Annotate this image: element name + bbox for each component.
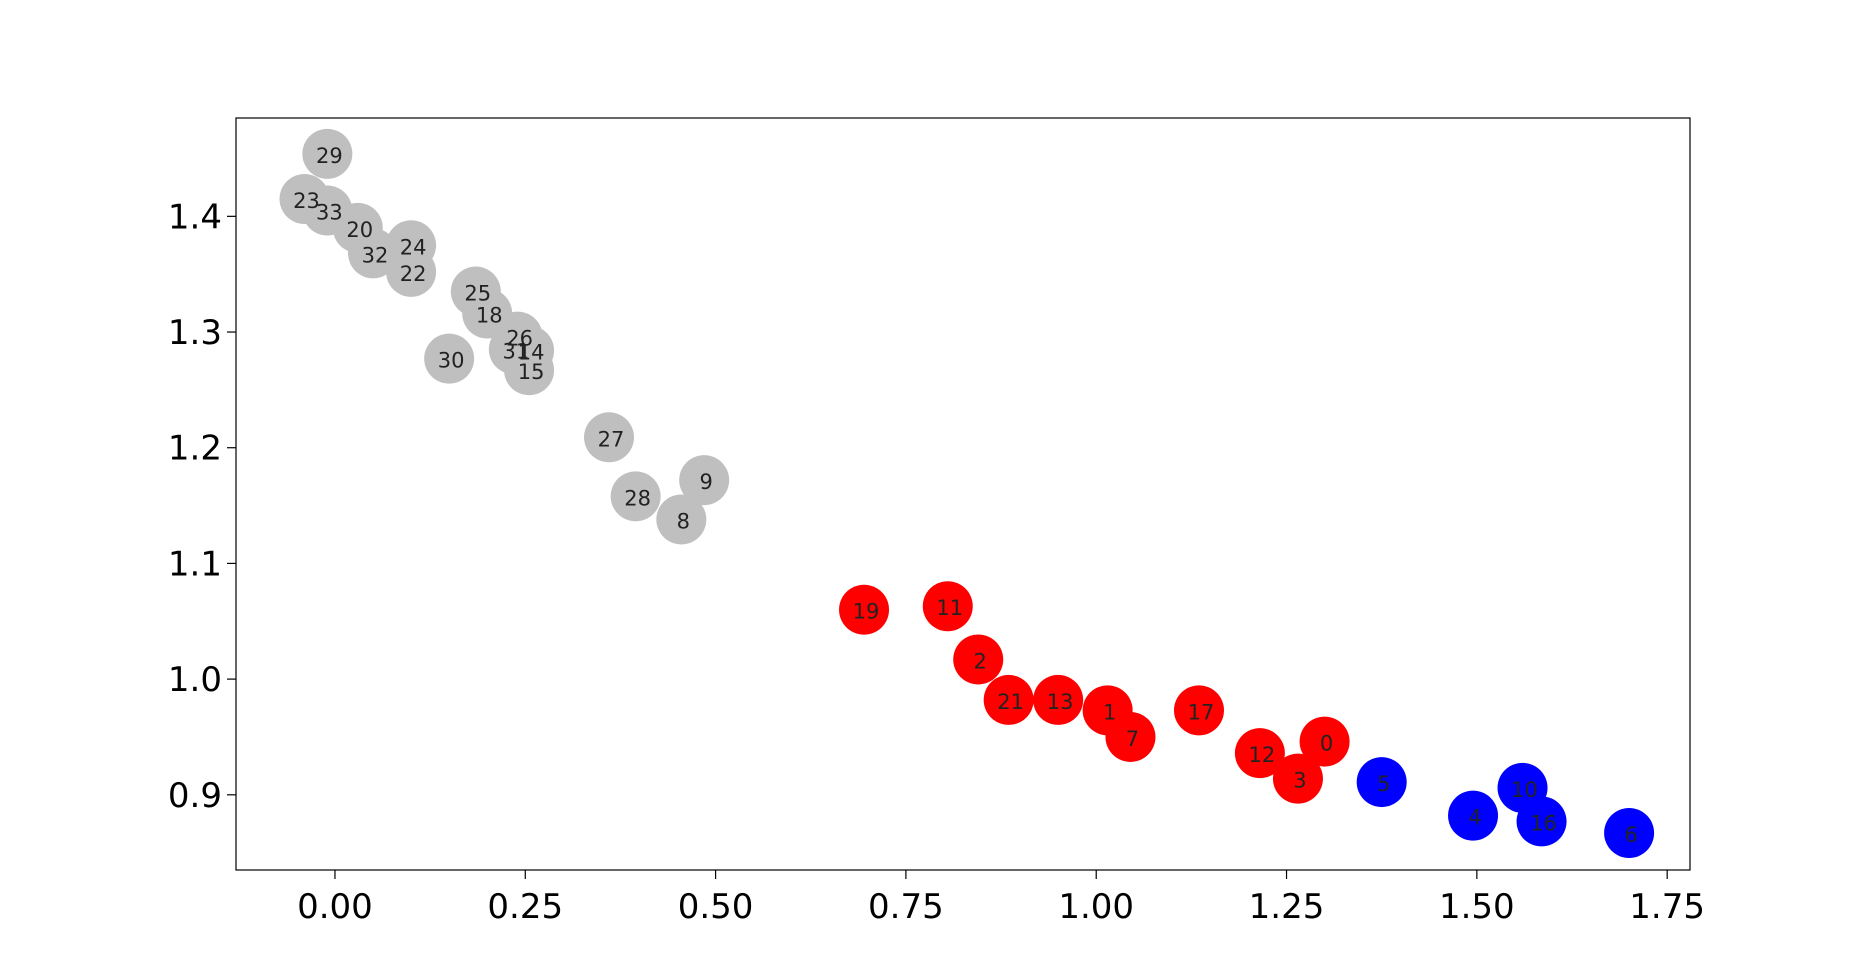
point-label: 21 (997, 690, 1024, 714)
scatter-point (1356, 757, 1407, 808)
scatter-point (610, 471, 661, 522)
point-label: 22 (400, 262, 427, 286)
x-tick-label: 1.00 (1058, 887, 1134, 927)
scatter-point (679, 455, 730, 506)
scatter-point (1033, 674, 1084, 725)
point-label: 11 (936, 596, 963, 620)
point-label: 4 (1468, 806, 1481, 830)
point-label: 7 (1126, 727, 1139, 751)
point-label: 3 (1293, 769, 1306, 793)
scatter-point (1272, 753, 1323, 804)
point-label: 8 (677, 509, 690, 533)
point-label: 1 (1103, 700, 1116, 724)
scatter-point (424, 333, 475, 384)
point-label: 24 (400, 235, 427, 259)
point-label: 18 (476, 304, 503, 328)
point-label: 32 (362, 243, 389, 267)
point-label: 6 (1624, 823, 1637, 847)
point-label: 12 (1249, 743, 1276, 767)
point-label: 20 (346, 218, 373, 242)
scatter-point (348, 228, 399, 279)
y-tick-label: 1.1 (168, 544, 222, 584)
scatter-point (1516, 796, 1567, 847)
scatter-point (983, 674, 1034, 725)
y-tick-label: 1.2 (168, 429, 222, 469)
scatter-point (922, 581, 973, 632)
scatter-point (1105, 711, 1156, 762)
scatter-point (1604, 807, 1655, 858)
point-label: 29 (316, 144, 343, 168)
x-axis: 0.00 0.25 0.50 0.75 1.00 1.25 1.50 1.75 (297, 870, 1705, 927)
plot-frame (235, 117, 1691, 871)
point-label: 27 (598, 427, 625, 451)
point-group: 19 11 2 21 13 17 17 12 03 (839, 581, 1350, 804)
scatter-point (1448, 790, 1499, 841)
point-label: 23 (293, 189, 320, 213)
x-tick-label: 0.50 (678, 887, 754, 927)
scatter-point (839, 584, 890, 635)
point-label: 31 (502, 339, 529, 363)
point-label: 13 (1047, 690, 1074, 714)
y-tick-label: 0.9 (168, 776, 222, 816)
point-label: 15 (518, 360, 545, 384)
scatter-point (504, 345, 555, 396)
x-tick-label: 1.75 (1629, 887, 1705, 927)
point-label: 33 (316, 201, 343, 225)
x-tick-label: 1.50 (1439, 887, 1515, 927)
x-tick-label: 0.00 (297, 887, 373, 927)
y-tick-label: 1.3 (168, 313, 222, 353)
y-tick-label: 1.0 (168, 660, 222, 700)
x-tick-label: 1.25 (1249, 887, 1325, 927)
point-label: 26 (506, 327, 533, 351)
point-label: 28 (624, 486, 651, 510)
scatter-point (1234, 728, 1285, 779)
point-label: 9 (699, 470, 712, 494)
point-label: 10 (1511, 778, 1538, 802)
point-label: 30 (438, 349, 465, 373)
point-label: 16 (1530, 811, 1557, 835)
scatter-point (386, 246, 437, 297)
scatter-point (1299, 716, 1350, 767)
point-label: 0 (1320, 732, 1333, 756)
scatter-point (953, 634, 1004, 685)
point-label: 25 (464, 282, 491, 306)
scatter-point (656, 494, 707, 545)
point-label: 2 (974, 649, 987, 673)
point-label: 17 (1188, 700, 1215, 724)
scatter-point (584, 412, 635, 463)
x-tick-label: 0.25 (487, 887, 563, 927)
y-tick-label: 1.4 (168, 197, 222, 237)
scatter-point (1173, 685, 1224, 736)
point-label: 14 (518, 341, 545, 365)
point-label: 5 (1377, 772, 1390, 796)
y-axis: 0.9 1.0 1.1 1.2 1.3 1.4 (168, 197, 236, 816)
point-group: 5 4 10 16 6 (1356, 757, 1655, 858)
scatter-point (302, 128, 353, 179)
x-tick-label: 0.75 (868, 887, 944, 927)
point-label: 19 (853, 600, 880, 624)
